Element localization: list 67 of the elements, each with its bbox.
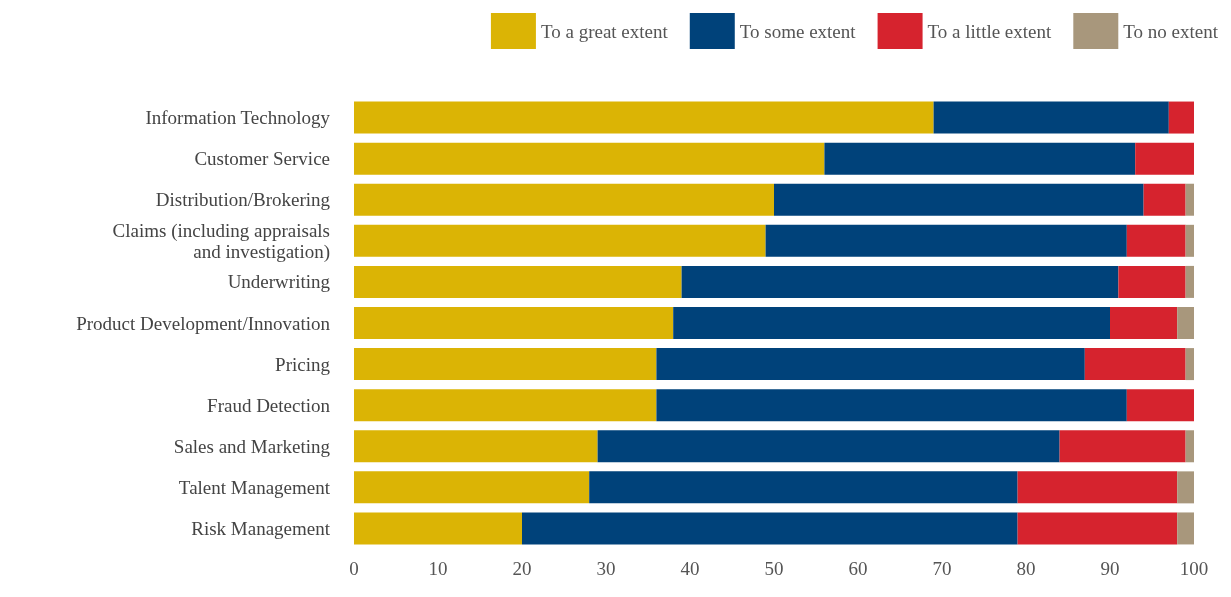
bar: [1126, 389, 1194, 422]
bar: [354, 348, 657, 381]
bar: [354, 224, 766, 257]
bar: [656, 348, 1085, 381]
x-tick-label: 90: [1100, 558, 1120, 579]
bar: [1118, 265, 1186, 298]
y-tick-label: Distribution/Brokering: [155, 189, 331, 211]
bar: [933, 101, 1169, 134]
bar: [1185, 348, 1194, 381]
y-tick-label: Underwriting: [227, 271, 331, 293]
bar: [1168, 101, 1194, 134]
bar: [1135, 142, 1194, 175]
y-tick-label: Talent Management: [178, 476, 331, 498]
legend-label: To some extent: [739, 20, 857, 42]
x-tick-label: 30: [596, 558, 616, 579]
bar: [1126, 224, 1186, 257]
y-tick-label: Information Technology: [145, 107, 331, 129]
y-tick-label: Risk Management: [191, 517, 331, 539]
bar: [1185, 183, 1194, 216]
bar: [1110, 307, 1178, 339]
x-tick-label: 0: [349, 558, 359, 579]
y-tick-label: Pricing: [275, 353, 331, 375]
bar: [354, 183, 774, 216]
bar: [597, 430, 1060, 463]
x-tick-label: 50: [764, 558, 784, 579]
bar: [1084, 348, 1186, 381]
y-tick-label: Fraud Detection: [207, 394, 331, 416]
bar: [1017, 512, 1178, 545]
x-tick-label: 20: [512, 558, 532, 579]
x-tick-label: 40: [680, 558, 700, 579]
bar: [1143, 183, 1186, 216]
bar: [354, 471, 590, 504]
bar: [354, 101, 934, 134]
x-tick-label: 10: [428, 558, 448, 579]
bar: [824, 142, 1136, 175]
bar: [589, 471, 1018, 504]
bar: [774, 183, 1144, 216]
bar: [1185, 265, 1194, 298]
bar: [354, 265, 682, 298]
bar: [354, 430, 598, 463]
bar: [354, 389, 657, 422]
x-tick-label: 70: [932, 558, 952, 579]
bar: [1177, 307, 1194, 339]
bar: [354, 142, 825, 175]
bar: [1177, 471, 1194, 504]
bar: [673, 307, 1110, 339]
y-tick-label: Product Development/Innovation: [76, 312, 331, 334]
bar: [681, 265, 1119, 298]
bar: [1017, 471, 1178, 504]
bar: [765, 224, 1127, 257]
x-tick-label: 60: [848, 558, 868, 579]
bar: [1185, 430, 1194, 463]
x-tick-label: 100: [1179, 558, 1209, 579]
y-tick-label: Claims (including appraisals and investigation): [112, 219, 330, 263]
bar: [1177, 512, 1194, 545]
bar: [522, 512, 1018, 545]
x-tick-label: 80: [1016, 558, 1036, 579]
bar: [656, 389, 1127, 422]
bar: [354, 512, 522, 545]
bar: [1185, 224, 1194, 257]
bar: [354, 307, 674, 339]
legend-label: To no extent: [1123, 20, 1219, 42]
y-tick-label: Customer Service: [194, 148, 330, 170]
legend-label: To a little extent: [927, 20, 1053, 42]
bar: [1059, 430, 1186, 463]
legend-label: To a great extent: [540, 20, 669, 42]
y-tick-label: Sales and Marketing: [173, 435, 331, 457]
